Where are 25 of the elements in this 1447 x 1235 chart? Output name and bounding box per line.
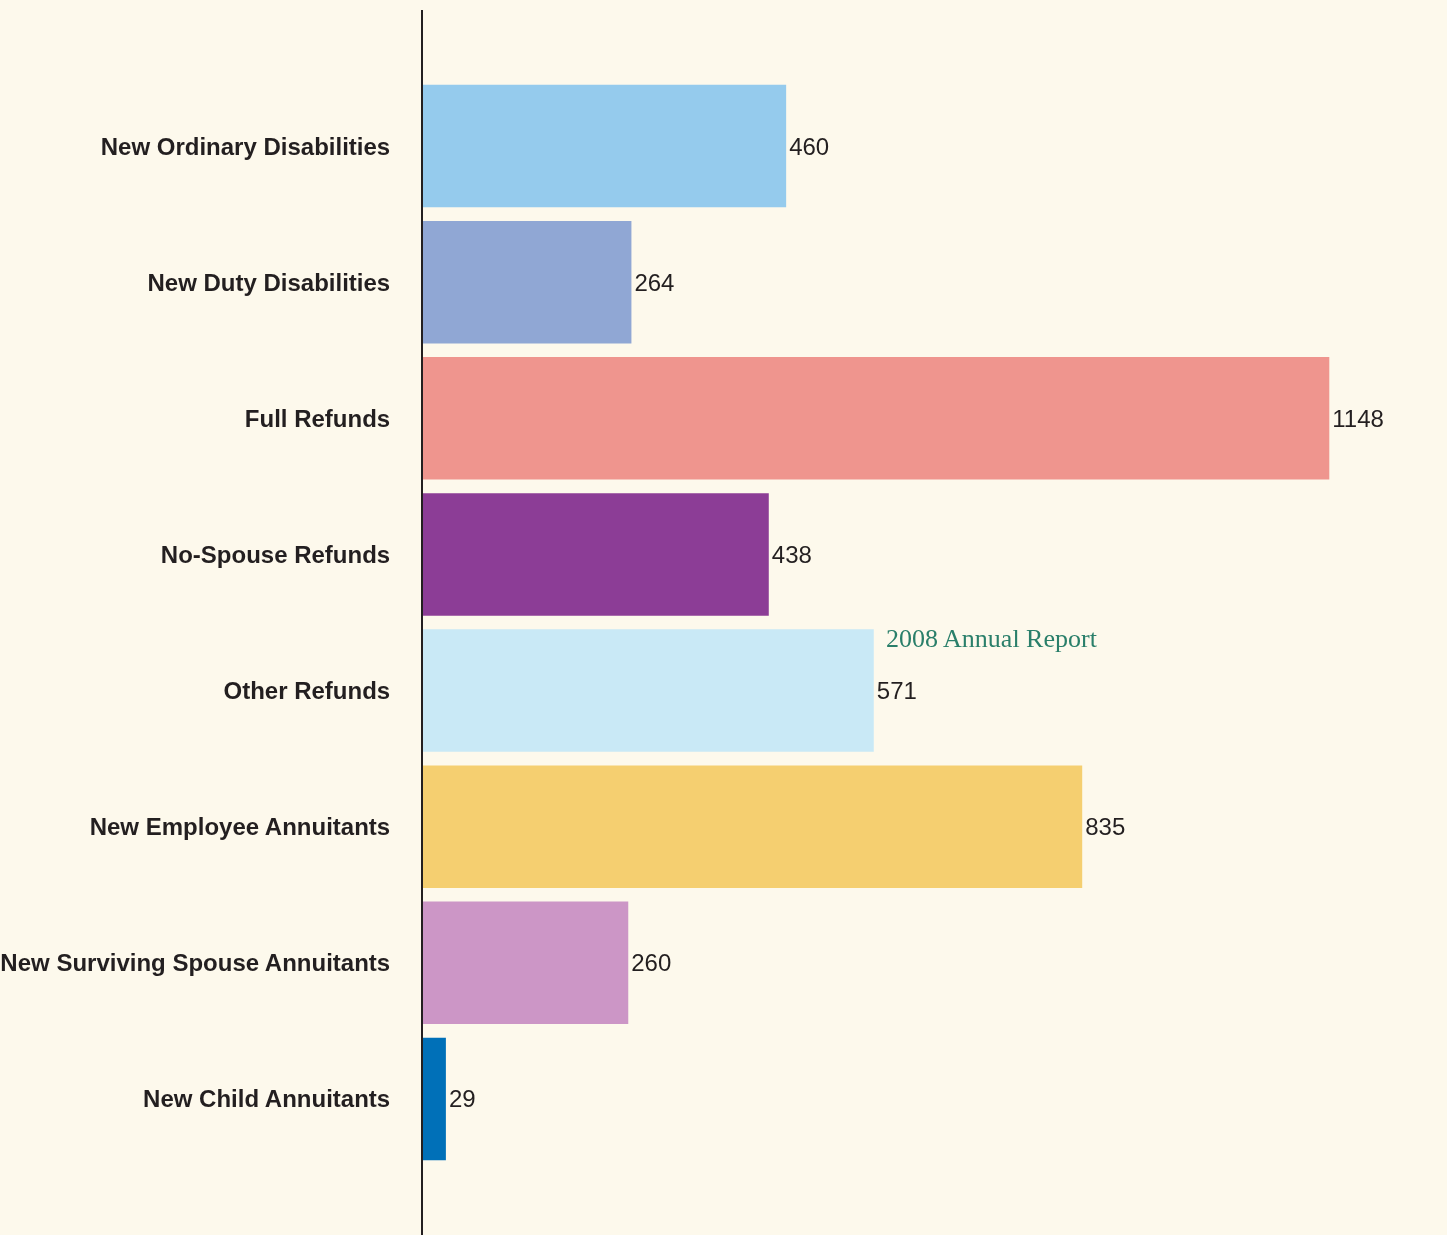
y-tick-label: New Ordinary Disabilities bbox=[100, 132, 391, 160]
data-label: 264 bbox=[634, 268, 675, 296]
y-tick-label: New Employee Annuitants bbox=[89, 813, 391, 841]
bar bbox=[423, 220, 632, 344]
data-label: 835 bbox=[1085, 813, 1126, 841]
bar bbox=[423, 357, 1330, 480]
data-label: 260 bbox=[631, 949, 672, 977]
data-label: 1148 bbox=[1332, 404, 1384, 432]
bar bbox=[423, 901, 629, 1025]
y-tick-label: Other Refunds bbox=[223, 676, 391, 704]
y-tick-label: New Duty Disabilities bbox=[147, 268, 391, 296]
data-label: 571 bbox=[876, 677, 917, 705]
y-tick-label: Full Refunds bbox=[244, 404, 391, 432]
y-tick-label: New Child Annuitants bbox=[143, 1085, 391, 1113]
bar bbox=[423, 1037, 446, 1161]
bar bbox=[423, 84, 787, 208]
y-tick-label: New Surviving Spouse Annuitants bbox=[0, 949, 391, 977]
bar bbox=[423, 493, 769, 616]
annotation: 2008 Annual Report bbox=[886, 624, 1098, 653]
y-tick-label: No-Spouse Refunds bbox=[160, 540, 391, 568]
data-label: 460 bbox=[789, 132, 830, 160]
bar bbox=[423, 629, 874, 752]
data-label: 29 bbox=[448, 1085, 476, 1113]
bar bbox=[423, 765, 1083, 888]
data-label: 438 bbox=[771, 540, 812, 568]
